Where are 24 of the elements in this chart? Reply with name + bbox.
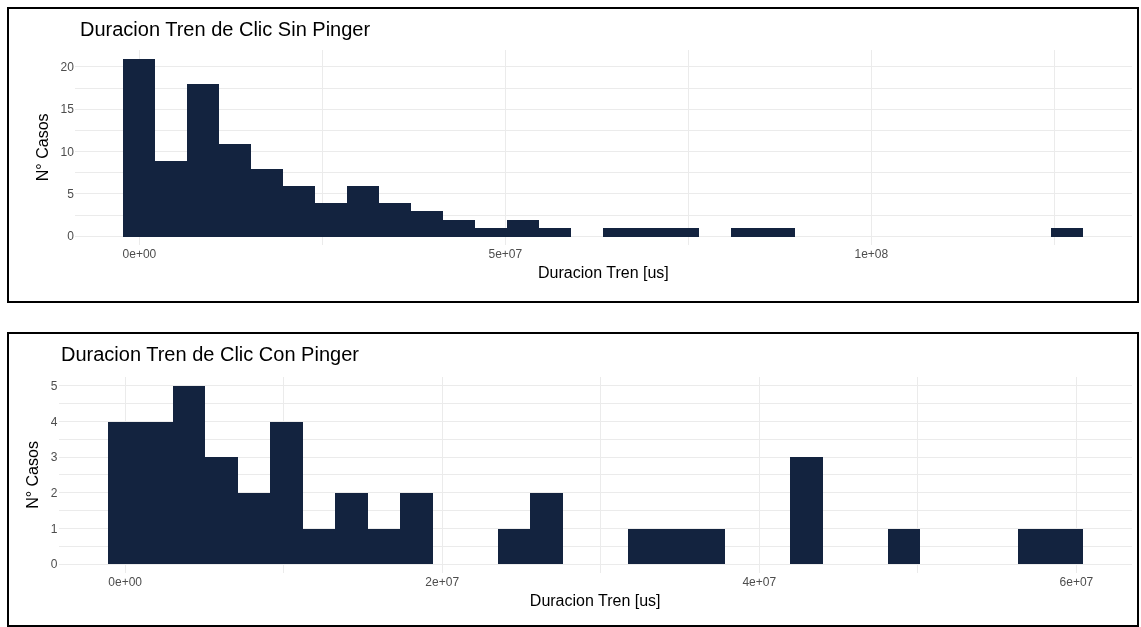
chart-title: Duracion Tren de Clic Sin Pinger xyxy=(80,18,371,40)
y-tick-label: 4 xyxy=(50,414,58,429)
y-axis-title: N° Casos xyxy=(33,113,51,182)
y-tick-label: 2 xyxy=(50,486,58,500)
x-tick-label: 4e+07 xyxy=(742,575,777,590)
y-tick-label: 15 xyxy=(60,102,75,117)
x-tick-label: 0e+00 xyxy=(108,575,143,590)
chart-title: Duracion Tren de Clic Con Pinger xyxy=(61,343,360,365)
y-tick-label: 0 xyxy=(50,557,58,572)
x-tick-label: 6e+07 xyxy=(1059,575,1094,590)
y-tick-label: 5 xyxy=(50,378,58,393)
x-axis-title: Duracion Tren [us] xyxy=(538,263,669,281)
y-tick-label: 10 xyxy=(60,144,75,159)
x-tick-label: 0e+00 xyxy=(122,247,157,262)
x-tick-label: 2e+07 xyxy=(425,575,460,590)
y-axis-title: N° Casos xyxy=(23,441,41,509)
x-tick-label: 5e+07 xyxy=(488,247,523,262)
y-tick-label: 1 xyxy=(50,521,58,536)
y-tick-label: 3 xyxy=(50,450,58,465)
x-axis-title: Duracion Tren [us] xyxy=(529,591,661,609)
y-tick-label: 20 xyxy=(60,60,75,75)
y-tick-label: 0 xyxy=(67,229,75,244)
y-tick-label: 5 xyxy=(67,187,75,202)
x-tick-label: 1e+08 xyxy=(854,247,889,262)
